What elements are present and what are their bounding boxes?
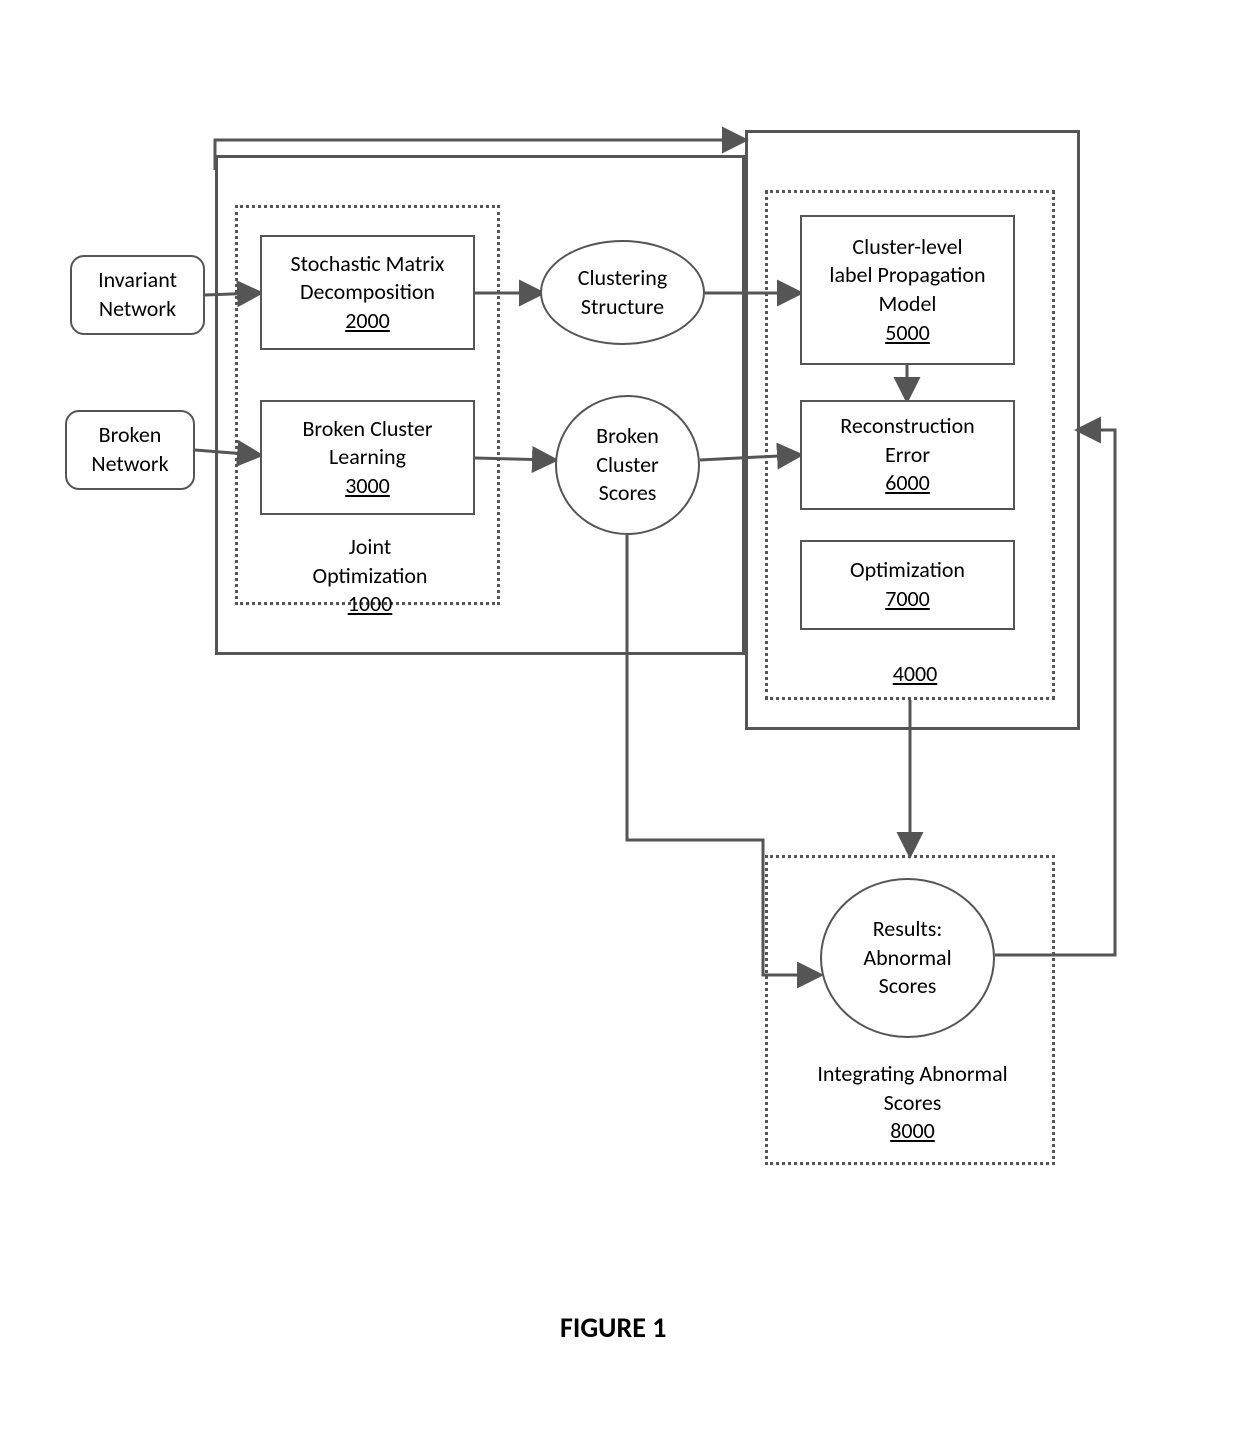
group-ref-4000: 4000 (885, 660, 945, 689)
node-ref: 6000 (885, 469, 930, 498)
node-stochastic-2000: Stochastic Matrix Decomposition 2000 (260, 235, 475, 350)
group-label-joint-optimization: Joint Optimization 1000 (295, 533, 445, 619)
node-line: Decomposition (300, 278, 435, 307)
node-cluster-label-propagation-5000: Cluster-level label Propagation Model 50… (800, 215, 1015, 365)
node-ref: 7000 (885, 585, 930, 614)
diagram-canvas: Invariant Network Broken Network Stochas… (0, 0, 1240, 1444)
group-label-integrating-8000: Integrating Abnormal Scores 8000 (800, 1060, 1025, 1146)
node-line: Error (885, 441, 930, 470)
node-line: Network (91, 450, 168, 479)
group-ref: 8000 (890, 1117, 935, 1146)
node-ref: 2000 (345, 307, 390, 336)
node-line: Stochastic Matrix (291, 250, 445, 279)
node-invariant-network: Invariant Network (70, 255, 205, 335)
node-line: Structure (581, 293, 664, 322)
node-line: Reconstruction (840, 412, 974, 441)
node-line: label Propagation (829, 261, 985, 290)
node-broken-cluster-learning-3000: Broken Cluster Learning 3000 (260, 400, 475, 515)
figure-title: FIGURE 1 (560, 1310, 666, 1345)
node-line: Broken (596, 422, 659, 451)
node-ref: 5000 (885, 319, 930, 348)
node-line: Network (99, 295, 176, 324)
node-line: Scores (879, 972, 937, 1001)
node-line: Broken Cluster (302, 415, 432, 444)
node-broken-network: Broken Network (65, 410, 195, 490)
node-line: Model (879, 290, 937, 319)
group-ref: 1000 (348, 590, 393, 619)
node-line: Broken (99, 421, 162, 450)
group-label-line: Scores (884, 1089, 942, 1118)
node-line: Abnormal (863, 944, 951, 973)
node-line: Scores (599, 479, 657, 508)
node-line: Optimization (850, 556, 965, 585)
node-line: Results: (873, 915, 943, 944)
node-line: Cluster-level (852, 233, 962, 262)
node-optimization-7000: Optimization 7000 (800, 540, 1015, 630)
group-ref: 4000 (893, 660, 938, 689)
node-line: Cluster (596, 451, 658, 480)
group-label-line: Joint Optimization (295, 533, 445, 590)
node-broken-cluster-scores: Broken Cluster Scores (555, 395, 700, 535)
node-results-abnormal-scores: Results: Abnormal Scores (820, 878, 995, 1038)
node-line: Clustering (578, 264, 667, 293)
node-clustering-structure: Clustering Structure (540, 240, 705, 345)
node-line: Learning (329, 443, 406, 472)
node-line: Invariant (98, 266, 177, 295)
node-reconstruction-error-6000: Reconstruction Error 6000 (800, 400, 1015, 510)
group-label-line: Integrating Abnormal (817, 1060, 1007, 1089)
node-ref: 3000 (345, 472, 390, 501)
